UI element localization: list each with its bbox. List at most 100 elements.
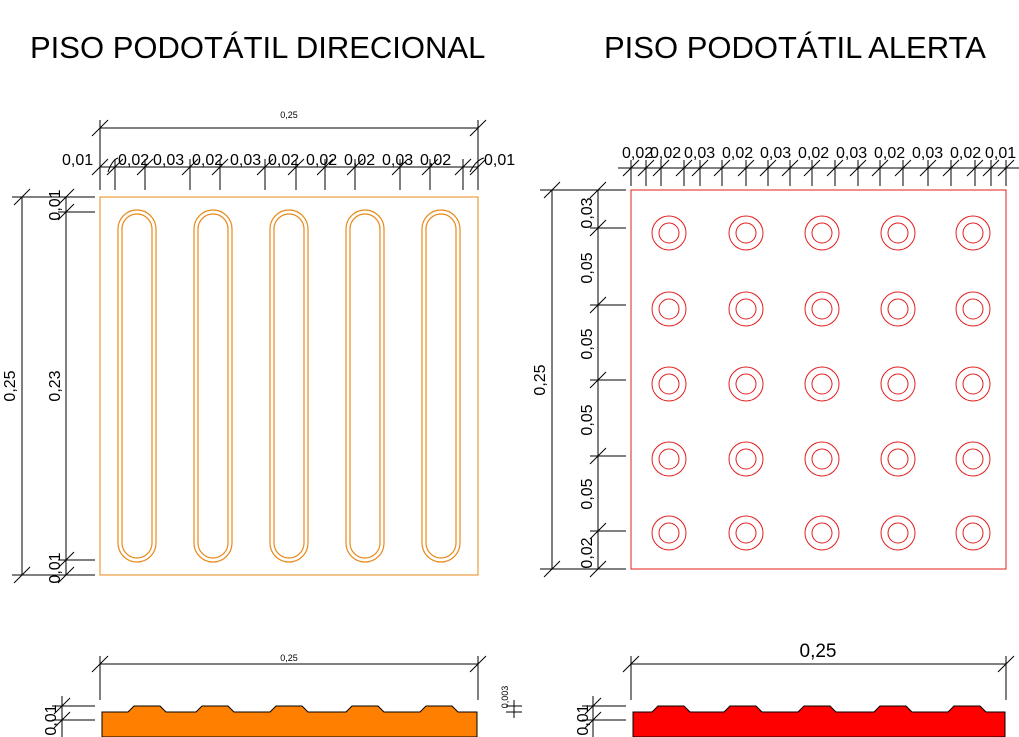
alerta-dot-inner: [735, 222, 757, 244]
direcional-section-profile: [101, 705, 478, 737]
al-top-seg-7: 0,02: [874, 145, 905, 162]
alerta-dot-outer: [955, 366, 991, 402]
alerta-dot-inner: [811, 222, 833, 244]
alerta-tile: [630, 189, 1007, 570]
alerta-dot-inner: [735, 373, 757, 395]
dir-top-seg-0: 0,01: [62, 152, 93, 169]
alerta-left-dimension: 0,25 0,03 0,05 0,05 0,05 0,05 0,02: [532, 181, 626, 578]
alerta-tile-outline: [630, 189, 1007, 570]
al-top-seg-3: 0,02: [722, 145, 753, 162]
direcional-bar-inner: [273, 213, 305, 559]
direcional-bar-outer: [421, 209, 461, 563]
alerta-dot-outer: [804, 215, 840, 251]
alerta-dot-inner: [811, 298, 833, 320]
dir-top-seg-3: 0,02: [192, 152, 223, 169]
alerta-dot-inner: [735, 448, 757, 470]
direcional-bar-outer: [193, 209, 233, 563]
alerta-dot-inner: [811, 373, 833, 395]
dir-top-seg-5: 0,02: [268, 152, 299, 169]
alerta-dot-outer: [955, 215, 991, 251]
alerta-dot-inner: [658, 222, 680, 244]
al-left-seg-5: 0,02: [579, 537, 596, 568]
alerta-dot-outer: [651, 441, 687, 477]
dir-top-seg-1: 0,02: [118, 152, 149, 169]
al-top-seg-10: 0,01: [985, 145, 1016, 162]
alerta-dot-outer: [880, 291, 916, 327]
alerta-dot-outer: [955, 291, 991, 327]
dir-section-left-height: 0,01: [43, 704, 60, 735]
dir-top-seg-10: 0,01: [484, 152, 515, 169]
dir-top-seg-2: 0,03: [153, 152, 184, 169]
direcional-tile-outline: [99, 196, 479, 576]
al-top-seg-4: 0,03: [760, 145, 791, 162]
alerta-dot-outer: [651, 215, 687, 251]
al-left-seg-1: 0,05: [579, 252, 596, 283]
alerta-dot-inner: [962, 298, 984, 320]
alerta-dots: [651, 215, 991, 551]
alerta-dot-inner: [887, 373, 909, 395]
alerta-dot-outer: [804, 366, 840, 402]
direcional-top-total-dimension: 0,25: [91, 110, 487, 190]
dir-top-seg-9: 0,02: [420, 152, 451, 169]
direcional-bar-outer: [269, 209, 309, 563]
direcional-bars: [117, 209, 461, 563]
direcional-bar-outer: [117, 209, 157, 563]
dir-top-seg-4: 0,03: [230, 152, 261, 169]
alerta-dot-inner: [887, 522, 909, 544]
dir-left-seg-1: 0,23: [47, 370, 64, 401]
dir-left-total: 0,25: [2, 370, 19, 401]
title-alerta: PISO PODOTÁTIL ALERTA: [604, 30, 986, 65]
alerta-dot-outer: [955, 515, 991, 551]
direcional-bar-inner: [425, 213, 457, 559]
al-left-seg-2: 0,05: [579, 328, 596, 359]
al-section-width: 0,25: [800, 641, 837, 662]
direcional-bar-inner: [121, 213, 153, 559]
alerta-dot-outer: [804, 291, 840, 327]
dir-top-seg-6: 0,02: [306, 152, 337, 169]
direcional-left-dimension: 0,25 0,01 0,23 0,01: [2, 188, 95, 584]
al-top-seg-6: 0,03: [836, 145, 867, 162]
al-section-left-height: 0,01: [575, 704, 592, 735]
alerta-dot-outer: [804, 441, 840, 477]
direcional-bar-inner: [197, 213, 229, 559]
alerta-dot-inner: [658, 298, 680, 320]
alerta-dot-outer: [880, 441, 916, 477]
alerta-dot-inner: [658, 448, 680, 470]
direcional-tile: [99, 196, 479, 576]
dir-section-width: 0,25: [280, 653, 298, 663]
direcional-bar-inner: [349, 213, 381, 559]
alerta-dot-outer: [651, 291, 687, 327]
alerta-dot-outer: [651, 515, 687, 551]
alerta-dot-outer: [728, 291, 764, 327]
alerta-dot-inner: [962, 222, 984, 244]
direcional-top-total-label: 0,25: [280, 110, 298, 120]
al-top-seg-1: 0,02: [650, 145, 681, 162]
alerta-dot-inner: [811, 522, 833, 544]
al-top-seg-0: 0,02: [622, 145, 653, 162]
alerta-dot-inner: [811, 448, 833, 470]
alerta-dot-inner: [658, 373, 680, 395]
alerta-dot-outer: [880, 215, 916, 251]
alerta-dot-inner: [735, 522, 757, 544]
dir-top-seg-7: 0,02: [344, 152, 375, 169]
alerta-dot-inner: [658, 522, 680, 544]
dir-top-seg-8: 0,03: [382, 152, 413, 169]
alerta-dot-inner: [962, 448, 984, 470]
alerta-dot-inner: [962, 373, 984, 395]
al-top-seg-9: 0,02: [950, 145, 981, 162]
alerta-dot-outer: [880, 366, 916, 402]
alerta-dot-inner: [887, 298, 909, 320]
dir-left-seg-0: 0,01: [47, 189, 64, 220]
alerta-section-profile: [632, 705, 1006, 737]
al-left-total: 0,25: [532, 364, 549, 395]
alerta-dot-inner: [887, 222, 909, 244]
alerta-top-segments-dimension: 0,02 0,02 0,03 0,02 0,03 0,02 0,03 0,02 …: [618, 145, 1019, 186]
alerta-dot-outer: [651, 366, 687, 402]
alerta-dot-inner: [735, 298, 757, 320]
alerta-dot-inner: [887, 448, 909, 470]
direcional-top-segments-dimension: 0,01 0,02 0,03 0,02 0,03 0,02 0,02 0,02 …: [62, 152, 515, 190]
alerta-section: 0,25 0,01: [575, 641, 1015, 737]
alerta-dot-outer: [728, 515, 764, 551]
alerta-dot-outer: [728, 441, 764, 477]
